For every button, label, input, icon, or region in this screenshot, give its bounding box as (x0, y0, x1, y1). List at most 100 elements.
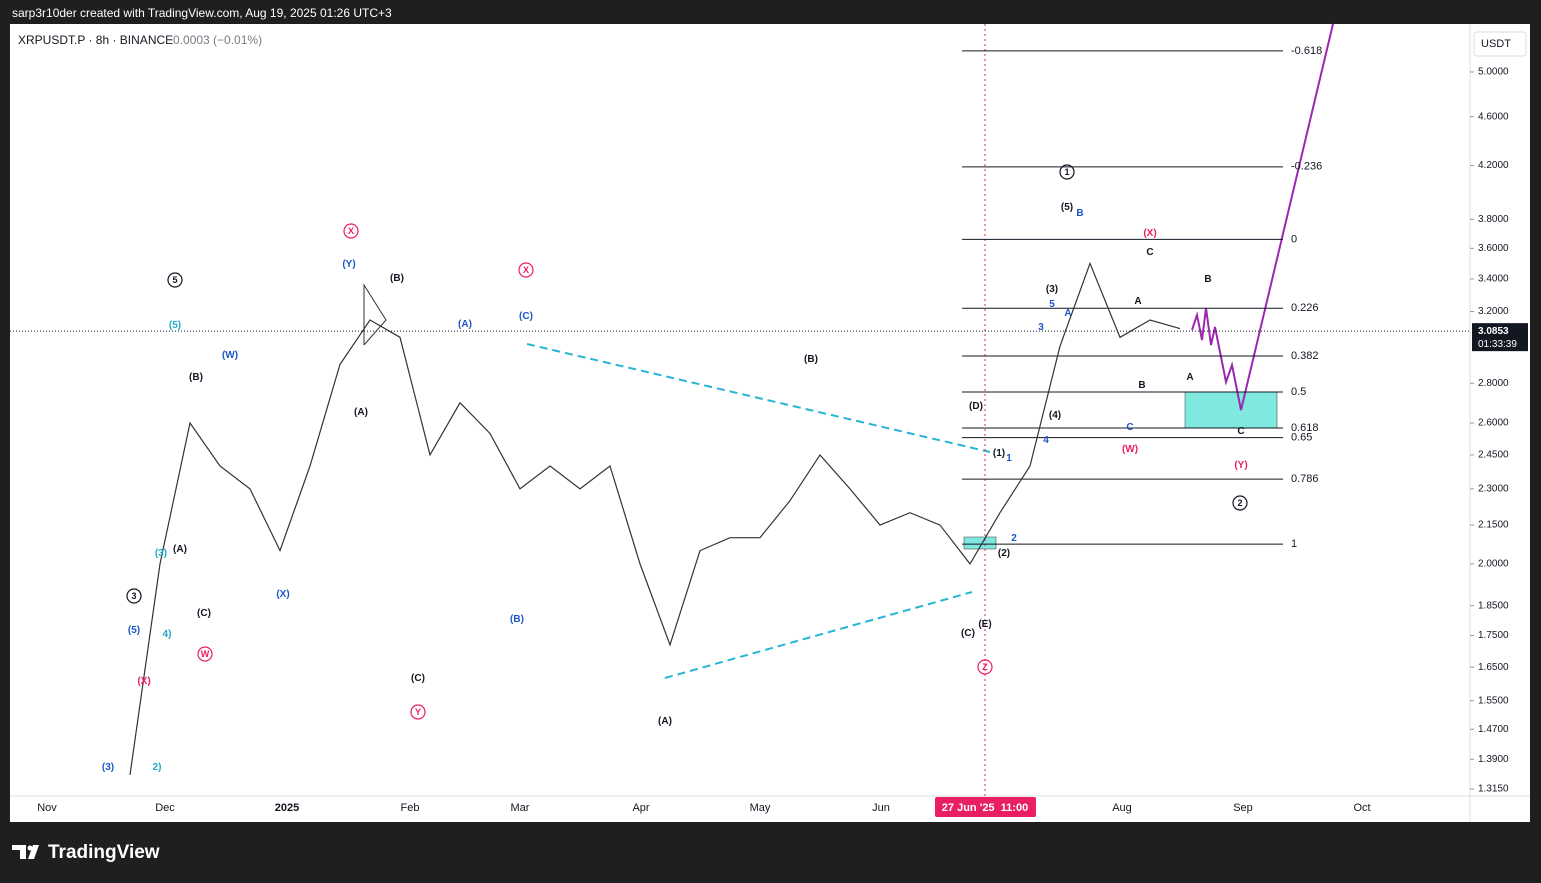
wave-label: (C) (519, 311, 533, 322)
x-tick-label: Aug (1112, 802, 1132, 814)
y-tick-label: 1.8500 (1478, 600, 1509, 611)
wave-label: 1 (1006, 453, 1012, 464)
wave-label: 5 (172, 275, 177, 285)
wave-circle (1059, 164, 1075, 180)
wave-label: 3 (131, 591, 136, 601)
crosshair-label: 27 Jun '25 11:00 (942, 802, 1028, 814)
wave-label: (X) (276, 589, 289, 600)
fib-label: 0.226 (1291, 302, 1319, 314)
wave-circle (126, 588, 142, 604)
y-tick-label: 1.5500 (1478, 695, 1509, 706)
x-tick-label: Mar (511, 802, 530, 814)
wave-label: (Y) (342, 259, 355, 270)
wave-label: (B) (189, 372, 203, 383)
y-tick-label: 2.0000 (1478, 559, 1509, 570)
wave-label: B (1076, 208, 1083, 219)
change: −0.0003 (−0.01%) (166, 33, 262, 47)
wave-label: A (1186, 372, 1193, 383)
wave-label: (B) (390, 273, 404, 284)
x-tick-label: Jun (872, 802, 890, 814)
wave-label: 2 (1237, 498, 1242, 508)
triangle-pattern (363, 283, 387, 346)
fib-label: 1 (1291, 538, 1297, 550)
y-tick-label: 2.6000 (1478, 418, 1509, 429)
wave-circle (197, 646, 213, 662)
wave-label: (2) (998, 548, 1010, 559)
currency[interactable]: USDT (1481, 38, 1511, 50)
y-tick-label: 3.4000 (1478, 274, 1509, 285)
triangle-lower (664, 591, 973, 679)
wave-label: B (1204, 274, 1211, 285)
logo-dot (27, 845, 33, 851)
wave-label: (C) (961, 628, 975, 639)
y-tick-label: 1.3150 (1478, 784, 1509, 795)
wave-label: (W) (1122, 444, 1138, 455)
wave-label: 2) (153, 762, 162, 773)
target-box (1184, 391, 1278, 429)
wave-circle (518, 262, 534, 278)
wave-label: C (1126, 422, 1133, 433)
fib-label: -0.236 (1291, 161, 1322, 173)
currency-box[interactable] (1473, 31, 1527, 57)
x-tick-label: Sep (1233, 802, 1253, 814)
wave-label: (4) (1049, 410, 1061, 421)
y-tick-label: 5.0000 (1478, 67, 1509, 78)
wave-label: (B) (804, 354, 818, 365)
wave-label: 2 (1011, 533, 1017, 544)
y-tick-label: 2.3000 (1478, 483, 1509, 494)
crosshair-label-box (935, 797, 1036, 817)
price-line (129, 261, 1181, 775)
fib-label: 0.382 (1291, 350, 1319, 362)
wave-label: X (523, 265, 529, 275)
wave-label: Y (415, 707, 421, 717)
x-tick-label: May (750, 802, 771, 814)
fib-label: 0.786 (1291, 473, 1319, 485)
wave-label: A (1134, 296, 1141, 307)
wave-label: (C) (411, 673, 425, 684)
wave-label: 4 (1043, 435, 1049, 446)
wave-label: (1) (993, 448, 1005, 459)
last-price-box (1472, 323, 1528, 352)
wave-label: (3) (1046, 284, 1058, 295)
wave-label: 1 (1064, 167, 1069, 177)
y-tick-label: 2.4500 (1478, 450, 1509, 461)
wave-label: (3) (102, 762, 114, 773)
fib-label: 0 (1291, 233, 1297, 245)
triangle-upper (526, 343, 991, 453)
support-box (963, 536, 997, 550)
wave-label: C (1146, 247, 1153, 258)
wave-circle (410, 704, 426, 720)
countdown: 01:33:39 (1478, 339, 1517, 350)
wave-label: (5) (169, 320, 181, 331)
fib-label: 0.65 (1291, 432, 1312, 444)
wave-label: 4) (163, 629, 172, 640)
x-tick-label: Apr (632, 802, 649, 814)
y-tick-label: 3.6000 (1478, 243, 1509, 254)
last-price: 3.0853 (1478, 326, 1509, 337)
y-tick-label: 1.3900 (1478, 754, 1509, 765)
wave-label: (Y) (1234, 460, 1247, 471)
fib-label: 0.5 (1291, 386, 1306, 398)
wave-label: (A) (658, 716, 672, 727)
author-line: sarp3r10der created with TradingView.com… (12, 6, 392, 20)
y-tick-label: 1.6500 (1478, 662, 1509, 673)
wave-label: (D) (969, 401, 983, 412)
wave-label: (C) (197, 608, 211, 619)
y-tick-label: 2.8000 (1478, 378, 1509, 389)
wave-label: (E) (978, 619, 991, 630)
y-tick-label: 4.6000 (1478, 111, 1509, 122)
wave-label: A (1064, 308, 1071, 319)
x-tick-label: Nov (37, 802, 57, 814)
y-tick-label: 1.7500 (1478, 630, 1509, 641)
wave-label: (X) (137, 676, 150, 687)
wave-label: (W) (222, 350, 238, 361)
wave-label: Z (982, 662, 988, 672)
x-tick-label: Feb (401, 802, 420, 814)
x-tick-label: Dec (155, 802, 175, 814)
wave-label: (5) (128, 625, 140, 636)
y-tick-label: 3.2000 (1478, 306, 1509, 317)
x-tick-label: Oct (1353, 802, 1370, 814)
wave-circle (343, 223, 359, 239)
y-tick-label: 2.1500 (1478, 520, 1509, 531)
